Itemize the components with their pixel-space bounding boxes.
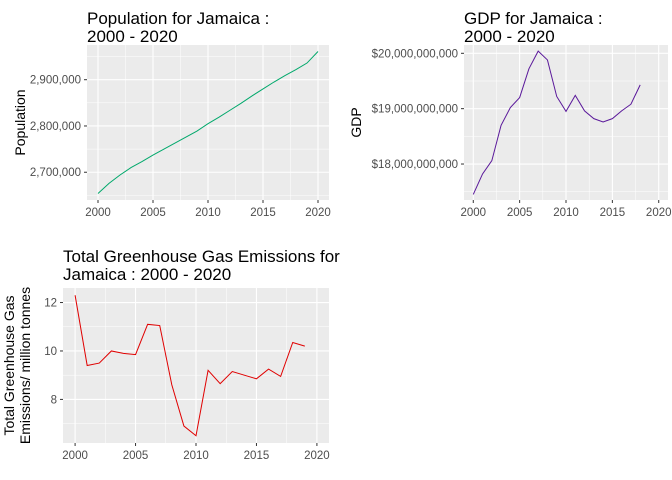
x-tick-label: 2005 [140,207,166,219]
x-tick-label: 2010 [553,207,579,219]
y-tick-label: $19,000,000,000 [372,104,458,116]
y-tick-label: 12 [44,298,57,310]
chart-title-line: Population for Jamaica : [87,9,269,28]
chart-3: 2000 2005 2010 2015 2020 8 10 12 Total Greenhous… [1,247,340,462]
series-line [74,295,305,437]
y-axis-label: Population [12,89,28,155]
y-tick-label: $20,000,000,000 [372,48,458,60]
chart-1: 2000 2005 2010 2015 2020 2,700,000 2,800,000 2,… [12,9,331,219]
y-axis-label: Emissions/ million tonnes [17,287,33,444]
y-tick-label: 10 [44,346,57,358]
chart-2: 2000 2005 2010 2015 2020 $18,000,000,000 $19,0… [348,9,672,219]
y-tick-label: 2,700,000 [30,167,81,179]
x-tick-label: 2010 [195,207,221,219]
x-tick-label: 2000 [62,450,88,462]
x-tick-label: 2020 [304,450,330,462]
chart-title-line: Total Greenhouse Gas Emissions for [63,247,340,266]
x-tick-label: 2015 [600,207,626,219]
y-tick-label: 8 [51,394,57,406]
series-line [97,51,319,194]
x-tick-label: 2015 [250,207,276,219]
series-line [472,50,641,195]
x-tick-label: 2000 [460,207,486,219]
y-tick-label: 2,900,000 [30,75,81,87]
x-tick-label: 2005 [507,207,533,219]
y-axis-label: GDP [348,107,364,137]
chart-title-line: 2000 - 2020 [87,27,178,46]
x-tick-label: 2000 [85,207,111,219]
x-tick-label: 2010 [183,450,209,462]
y-tick-label: $18,000,000,000 [372,159,458,171]
y-tick-label: 2,800,000 [30,121,81,133]
y-axis-label: Total Greenhouse Gas [1,295,17,435]
x-tick-label: 2005 [123,450,149,462]
x-tick-label: 2020 [646,207,672,219]
chart-title-line: Jamaica : 2000 - 2020 [63,265,231,284]
x-tick-label: 2015 [244,450,270,462]
chart-title-line: GDP for Jamaica : [464,9,603,28]
chart-title-line: 2000 - 2020 [464,27,555,46]
x-tick-label: 2020 [305,207,331,219]
